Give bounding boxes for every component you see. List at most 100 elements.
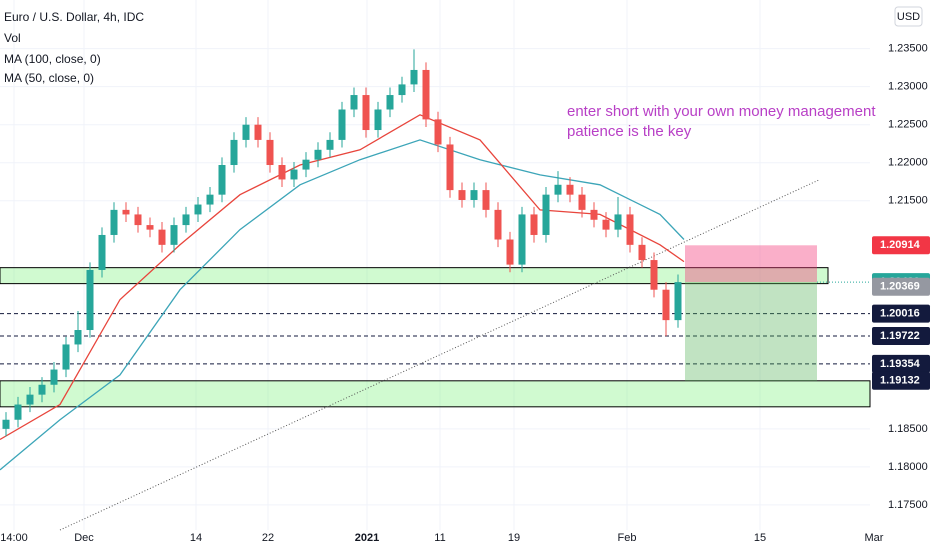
- candle-body: [38, 384, 46, 395]
- candle-body: [590, 209, 598, 220]
- y-tick-label: 1.18000: [888, 461, 928, 473]
- y-tick-label: 1.23500: [888, 43, 928, 55]
- y-tick-label: 1.22500: [888, 119, 928, 131]
- candle-body: [182, 214, 190, 226]
- chart-title: Euro / U.S. Dollar, 4h, IDC: [4, 10, 144, 24]
- candle-body: [146, 225, 154, 230]
- candle-body: [170, 225, 178, 245]
- candle-body: [602, 219, 610, 230]
- candle-body: [338, 109, 346, 140]
- y-tick-label: 1.18500: [888, 423, 928, 435]
- candle-body: [326, 139, 334, 150]
- candle-body: [14, 404, 22, 420]
- candle-body: [218, 165, 226, 195]
- x-tick-label: 19: [508, 532, 520, 544]
- reward-box: [685, 282, 817, 381]
- price-label-bg: [872, 371, 930, 390]
- candle-body: [122, 209, 130, 215]
- price-label: 1.20914: [880, 239, 921, 251]
- candle-body: [530, 214, 538, 235]
- candle-body: [230, 139, 238, 166]
- price-label-bg: [872, 326, 930, 345]
- candle-body: [614, 214, 622, 230]
- candle-body: [134, 214, 142, 226]
- x-tick-label: 15: [754, 532, 766, 544]
- candle-body: [374, 109, 382, 131]
- candle-body: [290, 169, 298, 180]
- price-label: 1.20016: [880, 307, 920, 319]
- price-label: 1.19132: [880, 375, 920, 387]
- candle-body: [434, 119, 442, 145]
- candle-body: [350, 95, 358, 110]
- price-label: 1.19354: [880, 358, 921, 370]
- legend-entry: MA (50, close, 0): [4, 71, 94, 85]
- candle-body: [674, 282, 682, 321]
- x-tick-label: 2021: [355, 532, 379, 544]
- annotation: patience is the key: [567, 123, 692, 140]
- candle-body: [50, 369, 58, 385]
- candle-body: [482, 190, 490, 210]
- candle-body: [662, 289, 670, 321]
- x-tick-label: 22: [262, 532, 274, 544]
- y-tick-label: 1.23000: [888, 81, 928, 93]
- risk-box: [685, 245, 817, 283]
- x-tick-label: Dec: [74, 532, 94, 544]
- currency-box[interactable]: [894, 6, 923, 27]
- price-label: 1.19722: [880, 330, 920, 342]
- candle-body: [266, 139, 274, 166]
- candle-body: [302, 159, 310, 170]
- price-label-bg: [872, 277, 930, 296]
- support-zone: [0, 380, 871, 408]
- candle-body: [74, 330, 82, 345]
- moving-average: [0, 139, 685, 471]
- x-tick-label: 14: [190, 532, 202, 544]
- x-tick-label: Mar: [865, 532, 884, 544]
- price-label-bg: [872, 354, 930, 373]
- y-tick-label: 1.17500: [888, 499, 928, 511]
- candle-body: [362, 95, 370, 131]
- y-tick-label: 1.22000: [888, 157, 928, 169]
- candle-body: [62, 344, 70, 370]
- candle-body: [26, 394, 34, 405]
- volume-legend: Vol: [4, 31, 21, 45]
- support-zone: [0, 267, 829, 285]
- candle-body: [650, 260, 658, 290]
- candle-body: [86, 269, 94, 331]
- candle-body: [278, 165, 286, 180]
- candle-body: [578, 194, 586, 210]
- candle-body: [110, 209, 118, 235]
- candle-body: [542, 194, 550, 235]
- candle-body: [494, 209, 502, 240]
- candle-body: [254, 124, 262, 140]
- candle-body: [554, 184, 562, 195]
- candle-body: [98, 234, 106, 270]
- x-tick-label: 11: [434, 532, 445, 544]
- candle-body: [446, 144, 454, 191]
- candle-body: [2, 419, 10, 429]
- candle-body: [422, 69, 430, 120]
- price-label-bg: [872, 304, 930, 323]
- candle-body: [158, 229, 166, 245]
- annotation: enter short with your own money manageme…: [567, 103, 876, 120]
- x-tick-label: Feb: [618, 532, 637, 544]
- price-label: 1.20369: [880, 281, 920, 293]
- candle-body: [242, 124, 250, 140]
- candle-body: [458, 190, 466, 200]
- candle-body: [506, 239, 514, 265]
- candle-body: [638, 244, 646, 261]
- price-label-bg: [872, 236, 930, 255]
- candle-body: [194, 204, 202, 215]
- candle-body: [410, 69, 418, 85]
- candle-body: [386, 95, 394, 110]
- candle-body: [314, 149, 322, 160]
- candle-body: [518, 214, 526, 265]
- x-tick-label: 14:00: [0, 532, 28, 544]
- moving-average: [0, 114, 685, 441]
- y-tick-label: 1.21500: [888, 195, 928, 207]
- candle-body: [626, 214, 634, 245]
- candle-body: [566, 184, 574, 195]
- candle-body: [470, 190, 478, 200]
- currency[interactable]: USD: [897, 11, 920, 23]
